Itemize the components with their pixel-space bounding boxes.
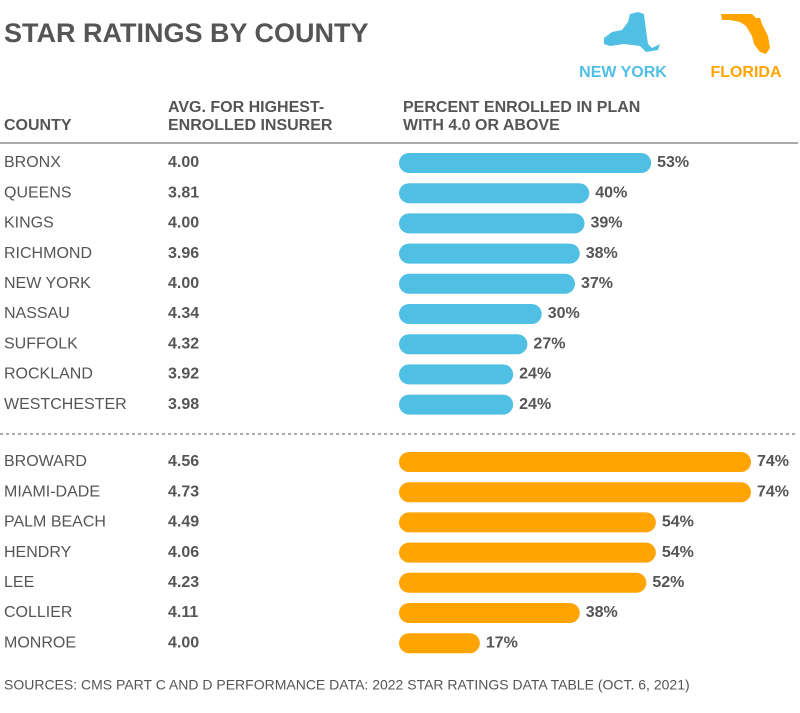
bar — [399, 572, 647, 593]
value-label: 38% — [586, 245, 618, 262]
county-label: LEE — [4, 574, 34, 591]
average-value: 4.00 — [168, 634, 199, 651]
bar — [399, 304, 542, 324]
county-label: COLLIER — [4, 604, 72, 621]
county-label: WESTCHESTER — [4, 396, 127, 413]
value-label: 53% — [657, 154, 689, 171]
average-value: 4.34 — [168, 305, 199, 322]
average-value: 4.23 — [168, 574, 199, 591]
average-value: 4.11 — [168, 604, 198, 621]
bar — [399, 394, 514, 415]
bar — [399, 633, 480, 654]
legend-label: NEW YORK — [579, 64, 667, 81]
value-label: 74% — [757, 453, 789, 470]
bar — [399, 273, 575, 294]
average-value: 3.96 — [168, 245, 199, 262]
bar — [399, 213, 585, 234]
average-value: 3.81 — [168, 184, 199, 201]
county-label: SUFFOLK — [4, 335, 78, 352]
value-label: 74% — [757, 483, 789, 500]
value-label: 30% — [548, 305, 580, 322]
bar — [399, 603, 580, 623]
value-label: 54% — [662, 514, 694, 531]
value-label: 27% — [533, 335, 565, 352]
bar — [399, 482, 751, 503]
county-label: QUEENS — [4, 184, 72, 201]
county-label: BROWARD — [4, 453, 87, 470]
county-label: KINGS — [4, 215, 54, 232]
value-label: 37% — [581, 275, 613, 292]
bar — [399, 542, 656, 563]
column-header: WITH 4.0 OR ABOVE — [403, 117, 560, 134]
average-value: 4.00 — [168, 154, 199, 171]
average-value: 4.00 — [168, 275, 199, 292]
value-label: 54% — [662, 544, 694, 561]
average-value: 3.98 — [168, 396, 199, 413]
average-value: 4.73 — [168, 483, 199, 500]
value-label: 24% — [519, 366, 551, 383]
county-label: HENDRY — [4, 544, 72, 561]
average-value: 3.92 — [168, 366, 199, 383]
average-value: 4.06 — [168, 544, 199, 561]
county-label: ROCKLAND — [4, 366, 93, 383]
column-header: ENROLLED INSURER — [168, 117, 333, 134]
bar — [399, 243, 580, 264]
value-label: 17% — [486, 634, 518, 651]
bar — [399, 334, 528, 355]
legend-label: FLORIDA — [710, 64, 782, 81]
chart-title: STAR RATINGS BY COUNTY — [4, 18, 369, 48]
bar — [399, 183, 590, 204]
value-label: 39% — [591, 215, 623, 232]
county-label: BRONX — [4, 154, 61, 171]
average-value: 4.49 — [168, 514, 199, 531]
bar — [399, 512, 656, 533]
florida-map — [721, 14, 770, 54]
average-value: 4.00 — [168, 215, 199, 232]
column-header: COUNTY — [4, 117, 72, 134]
column-header: AVG. FOR HIGHEST- — [168, 99, 324, 116]
new-york-map — [604, 12, 660, 52]
bar — [399, 364, 514, 385]
county-label: NASSAU — [4, 305, 70, 322]
value-label: 24% — [519, 396, 551, 413]
average-value: 4.56 — [168, 453, 199, 470]
county-label: NEW YORK — [4, 275, 91, 292]
county-label: MONROE — [4, 634, 76, 651]
value-label: 38% — [586, 604, 618, 621]
value-label: 52% — [652, 574, 684, 591]
value-label: 40% — [595, 184, 627, 201]
average-value: 4.32 — [168, 335, 199, 352]
column-header: PERCENT ENROLLED IN PLAN — [403, 99, 640, 116]
county-label: PALM BEACH — [4, 514, 106, 531]
bar — [399, 452, 751, 472]
county-label: RICHMOND — [4, 245, 92, 262]
source-note: SOURCES: CMS PART C AND D PERFORMANCE DA… — [4, 677, 690, 693]
bar — [399, 153, 652, 173]
county-label: MIAMI-DADE — [4, 483, 100, 500]
